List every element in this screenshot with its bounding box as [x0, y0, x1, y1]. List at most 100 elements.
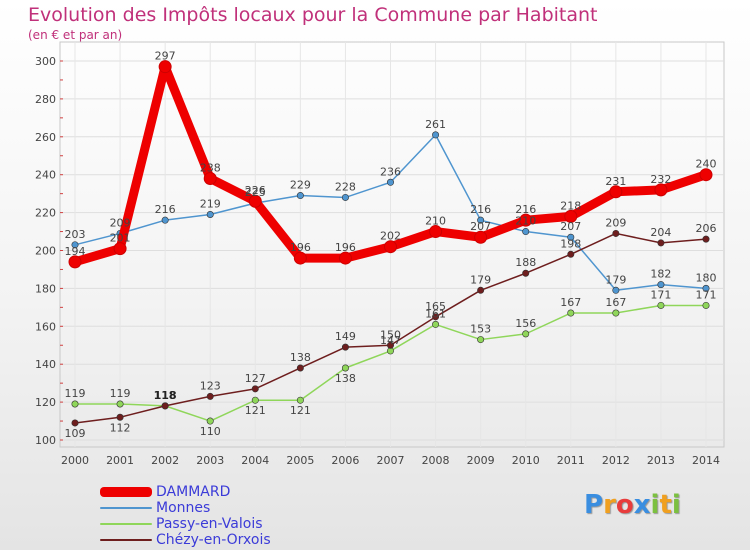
data-point: [432, 131, 440, 139]
x-tick-label: 2012: [602, 454, 630, 467]
data-point: [702, 284, 710, 292]
data-label: 121: [290, 404, 311, 417]
y-tick-label: 100: [35, 434, 56, 447]
y-tick-label: 120: [35, 396, 56, 409]
data-point: [654, 183, 668, 197]
data-label: 207: [470, 220, 491, 233]
data-label: 153: [470, 323, 491, 336]
data-point: [522, 228, 530, 236]
data-label: 202: [380, 230, 401, 243]
data-label: 231: [605, 175, 626, 188]
x-tick-label: 2011: [557, 454, 585, 467]
data-point: [519, 213, 533, 227]
data-label: 201: [110, 232, 131, 245]
data-label: 216: [470, 203, 491, 216]
data-label: 216: [155, 203, 176, 216]
data-point: [341, 193, 349, 201]
legend-item-chezy[interactable]: Chézy-en-Orxois: [100, 532, 271, 548]
data-point: [293, 251, 307, 265]
data-point: [71, 400, 79, 408]
data-point: [612, 229, 620, 237]
data-label: 209: [605, 216, 626, 229]
data-point: [341, 364, 349, 372]
data-point: [657, 301, 665, 309]
data-label: 118: [155, 389, 176, 402]
data-label: 179: [470, 273, 491, 286]
data-label: 218: [560, 199, 581, 212]
y-tick-label: 200: [35, 245, 56, 258]
data-label: 109: [65, 427, 86, 440]
x-tick-label: 2003: [196, 454, 224, 467]
data-label: 228: [335, 180, 356, 193]
data-point: [564, 209, 578, 223]
data-label: 112: [110, 421, 131, 434]
data-point: [68, 255, 82, 269]
data-label: 165: [425, 300, 446, 313]
data-point: [158, 60, 172, 74]
data-point: [386, 178, 394, 186]
data-label: 147: [380, 334, 401, 347]
x-tick-label: 2010: [512, 454, 540, 467]
legend-item-monnes[interactable]: Monnes: [100, 500, 271, 516]
data-point: [386, 341, 394, 349]
chart-subtitle: (en € et par an): [28, 28, 123, 42]
x-tick-label: 2009: [467, 454, 495, 467]
y-tick-label: 180: [35, 282, 56, 295]
data-point: [477, 336, 485, 344]
data-label: 171: [650, 288, 671, 301]
x-tick-label: 2001: [106, 454, 134, 467]
data-point: [248, 194, 262, 208]
data-point: [251, 385, 259, 393]
data-label: 196: [335, 241, 356, 254]
data-label: 156: [515, 317, 536, 330]
data-label: 238: [200, 161, 221, 174]
data-point: [338, 251, 352, 265]
data-label: 240: [696, 158, 717, 171]
data-point: [296, 192, 304, 200]
x-tick-label: 2005: [286, 454, 314, 467]
data-label: 119: [65, 387, 86, 400]
data-label: 127: [245, 372, 266, 385]
data-point: [609, 185, 623, 199]
data-label: 180: [696, 271, 717, 284]
data-point: [116, 413, 124, 421]
x-tick-label: 2013: [647, 454, 675, 467]
data-point: [567, 250, 575, 258]
data-point: [71, 241, 79, 249]
data-point: [161, 216, 169, 224]
proxiti-logo: Proxiti: [584, 490, 681, 520]
data-label: 119: [110, 387, 131, 400]
data-point: [702, 301, 710, 309]
legend-item-passy[interactable]: Passy-en-Valois: [100, 516, 271, 532]
legend-item-dammard[interactable]: DAMMARD: [100, 484, 271, 500]
plot-frame: [59, 41, 725, 448]
data-point: [161, 402, 169, 410]
data-label: 198: [560, 237, 581, 250]
data-point: [432, 313, 440, 321]
legend-label-chezy: Chézy-en-Orxois: [156, 532, 271, 548]
data-label: 225: [245, 186, 266, 199]
data-point: [522, 330, 530, 338]
data-label: 150: [380, 328, 401, 341]
data-point: [206, 392, 214, 400]
data-label: 182: [650, 268, 671, 281]
data-point: [567, 233, 575, 241]
y-tick-label: 140: [35, 358, 56, 371]
data-label: 188: [515, 256, 536, 269]
chart-title: Evolution des Impôts locaux pour la Comm…: [28, 4, 598, 26]
data-label: 229: [290, 179, 311, 192]
data-point: [206, 210, 214, 218]
y-tick-label: 240: [35, 169, 56, 182]
data-label: 167: [605, 296, 626, 309]
legend-label-passy: Passy-en-Valois: [156, 516, 263, 532]
data-label: 210: [515, 215, 536, 228]
legend-swatch-monnes: [100, 507, 152, 509]
legend-label-dammard: DAMMARD: [156, 484, 231, 500]
data-label: 171: [696, 288, 717, 301]
data-label: 206: [696, 222, 717, 235]
data-point: [657, 239, 665, 247]
data-point: [702, 235, 710, 243]
data-point: [384, 240, 397, 254]
